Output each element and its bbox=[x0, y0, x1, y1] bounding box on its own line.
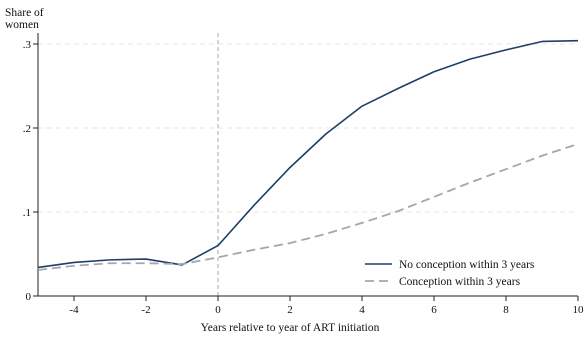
x-tick-label: 4 bbox=[359, 304, 365, 316]
x-tick-label: 10 bbox=[573, 304, 584, 316]
x-tick-label: 2 bbox=[287, 304, 293, 316]
legend: No conception within 3 years Conception w… bbox=[365, 259, 535, 288]
x-tick-label: -4 bbox=[69, 304, 79, 316]
y-axis-title-line-2: women bbox=[5, 19, 39, 31]
legend-label: No conception within 3 years bbox=[399, 259, 535, 271]
x-tick-label: 8 bbox=[503, 304, 509, 316]
y-tick-label: .3 bbox=[23, 39, 32, 51]
x-tick-label: 0 bbox=[215, 304, 221, 316]
y-axis-title-line-1: Share of bbox=[5, 7, 44, 19]
x-axis-title: Years relative to year of ART initiation bbox=[201, 322, 380, 334]
x-tick-label: 6 bbox=[431, 304, 437, 316]
y-tick-label: .2 bbox=[23, 123, 31, 135]
series-line-1 bbox=[38, 144, 578, 270]
grid-layer bbox=[38, 44, 578, 212]
axes-layer bbox=[38, 33, 578, 296]
series-layer bbox=[38, 41, 578, 270]
legend-label: Conception within 3 years bbox=[399, 276, 521, 288]
x-tick-label: -2 bbox=[141, 304, 150, 316]
y-tick-label: .1 bbox=[23, 207, 31, 219]
y-tick-label: 0 bbox=[26, 291, 32, 303]
series-line-0 bbox=[38, 41, 578, 268]
ticks-layer: 0 .1 .2 .3 -4 -2 0 2 4 6 8 10 bbox=[23, 39, 584, 316]
